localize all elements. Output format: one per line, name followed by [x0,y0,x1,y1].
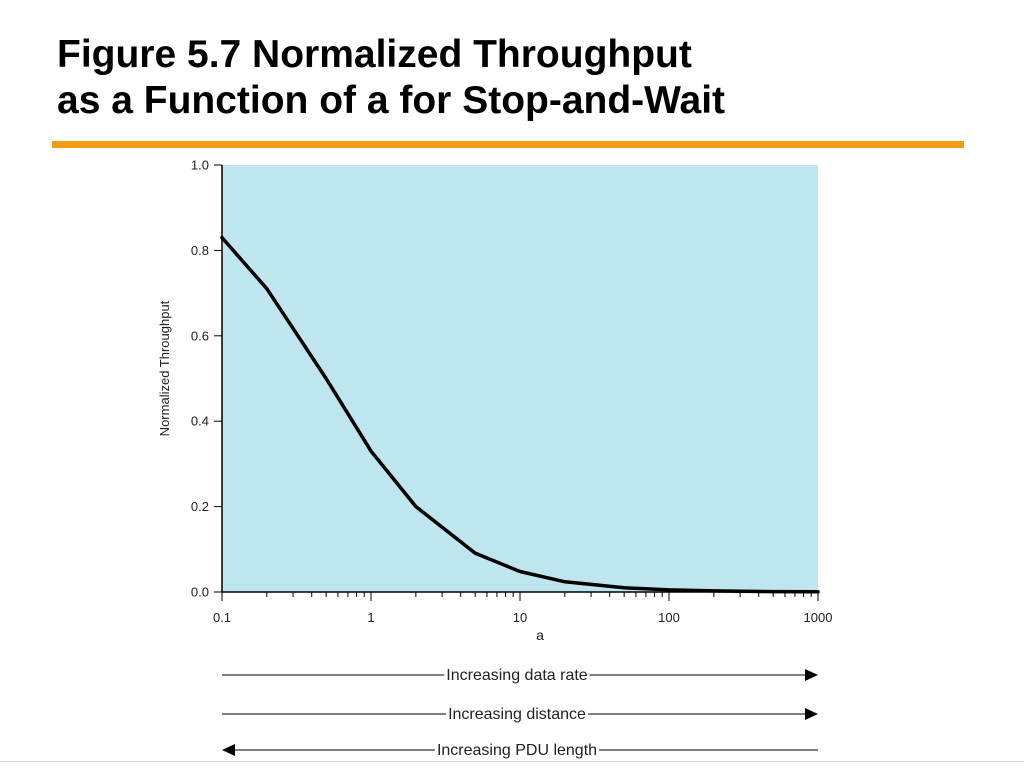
arrowhead-left [222,744,235,756]
slide-title: Figure 5.7 Normalized Throughput as a Fu… [57,32,987,124]
arrowhead-right [805,669,818,681]
x-tick-label: 0.1 [213,610,231,625]
x-tick-label: 1 [367,610,374,625]
y-tick-label: 0.2 [191,499,209,514]
slide-title-line-2: as a Function of a for Stop-and-Wait [57,79,726,122]
title-underline [52,141,964,148]
x-tick-label: 1000 [804,610,833,625]
y-tick-label: 0.4 [191,414,209,429]
annotation-label: Increasing PDU length [437,742,597,759]
annotation-label: Increasing data rate [446,667,588,684]
x-tick-label: 10 [513,610,527,625]
x-axis-label: a [536,627,544,643]
y-tick-label: 0.6 [191,328,209,343]
y-axis-label: Normalized Throughput [157,300,172,436]
footer-divider [0,761,1024,762]
plot-area [222,165,818,592]
throughput-curve [220,235,820,594]
y-tick-label: 1.0 [191,158,209,173]
x-tick-label: 100 [658,610,680,625]
arrowhead-right [805,708,818,720]
y-tick-label: 0.8 [191,243,209,258]
y-tick-label: 0.0 [191,585,209,600]
annotation-label: Increasing distance [448,706,586,723]
slide-title-line-1: Figure 5.7 Normalized Throughput [57,33,692,76]
